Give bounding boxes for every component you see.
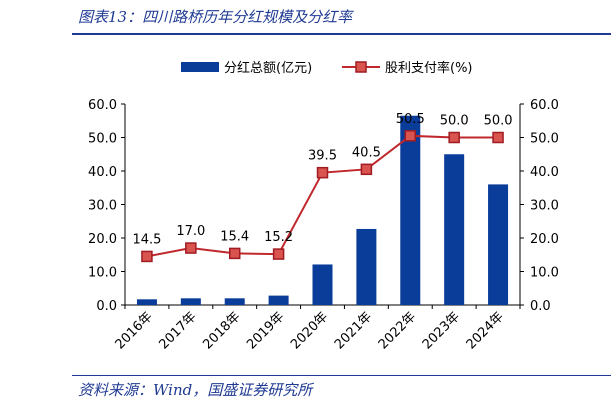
y-tick-label-left: 40.0 — [88, 165, 117, 180]
legend-swatch-line — [355, 61, 367, 73]
y-tick-label-right: 10.0 — [530, 266, 559, 281]
x-tick-label: 2018年 — [200, 309, 243, 352]
data-label: 17.0 — [176, 224, 205, 239]
x-tick-label: 2023年 — [420, 309, 463, 352]
title-rule — [72, 33, 611, 35]
line-marker — [185, 242, 197, 254]
bar — [136, 299, 157, 305]
bar — [268, 295, 289, 305]
source-rule — [72, 375, 611, 376]
line-series: 14.5 17.0 15.4 15.2 39.5 40.5 50.5 50.0 50.0 — [132, 112, 513, 263]
data-label: 50.0 — [440, 114, 469, 129]
y-tick-label-right: 40.0 — [530, 165, 559, 180]
y-tick-label-left: 0.0 — [96, 299, 117, 314]
data-label: 50.0 — [484, 114, 513, 129]
line-marker — [141, 250, 153, 263]
x-axis-labels: 2016年 2017年 2018年 2019年 2020年 2021年 2022年 2023年… — [113, 309, 507, 352]
data-label: 15.4 — [220, 229, 249, 244]
data-label: 14.5 — [132, 232, 161, 247]
y-tick-label-right: 20.0 — [530, 232, 559, 247]
x-tick-label: 2017年 — [156, 309, 199, 352]
y-tick-label-right: 60.0 — [530, 98, 559, 113]
data-label: 15.2 — [264, 230, 293, 245]
bar-series — [136, 115, 509, 305]
data-label: 39.5 — [308, 149, 337, 164]
y-tick-label-left: 50.0 — [88, 132, 117, 147]
y-tick-label-left: 20.0 — [88, 232, 117, 247]
figure-title: 图表13：四川路桥历年分红规模及分红率 — [78, 8, 353, 26]
legend: 分红总额(亿元) 股利支付率(%) — [181, 60, 473, 76]
line-marker — [404, 130, 417, 142]
y-tick-label-left: 60.0 — [88, 98, 117, 113]
x-tick-label: 2016年 — [113, 309, 156, 352]
bar — [224, 298, 245, 305]
x-tick-label: 2022年 — [376, 309, 419, 352]
bar — [488, 184, 509, 305]
line-marker — [492, 131, 504, 144]
bar — [356, 228, 377, 305]
source-note: 资料来源：Wind，国盛证券研究所 — [78, 381, 313, 399]
y-tick-label-right: 0.0 — [530, 299, 551, 314]
x-tick-label: 2021年 — [332, 309, 375, 352]
legend-swatch-bar — [181, 62, 219, 72]
bar — [180, 298, 201, 305]
line-marker — [448, 131, 460, 144]
y-tick-label-right: 50.0 — [530, 132, 559, 147]
data-label: 50.5 — [396, 112, 425, 127]
data-label: 40.5 — [352, 145, 381, 160]
y-tick-label-right: 30.0 — [530, 199, 559, 214]
legend-label-bar: 分红总额(亿元) — [224, 60, 312, 76]
bar — [400, 115, 421, 305]
y-tick-label-left: 30.0 — [88, 199, 117, 214]
line-marker — [228, 247, 241, 260]
line-marker — [360, 163, 373, 176]
line-marker — [316, 166, 329, 179]
legend-label-line: 股利支付率(%) — [385, 60, 473, 76]
bar — [444, 154, 465, 305]
line-marker — [272, 248, 285, 260]
x-tick-label: 2019年 — [244, 309, 287, 352]
x-tick-label: 2020年 — [288, 309, 331, 352]
y-tick-label-left: 10.0 — [88, 266, 117, 281]
x-tick-label: 2024年 — [464, 309, 507, 352]
bar — [312, 264, 333, 305]
